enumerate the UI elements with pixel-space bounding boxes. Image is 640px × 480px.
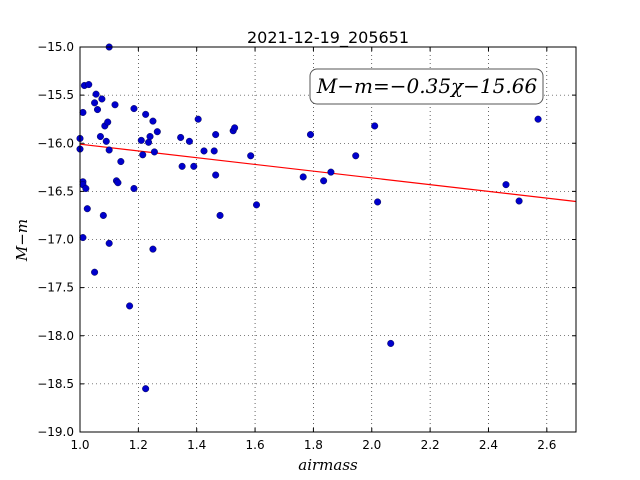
data-point: [102, 137, 110, 145]
y-tick-label: −17.0: [37, 233, 74, 247]
data-point: [126, 302, 134, 310]
data-point: [142, 110, 150, 118]
data-point: [130, 184, 138, 192]
x-tick-label: 1.0: [70, 438, 89, 452]
data-point: [153, 128, 161, 136]
data-point: [96, 133, 104, 141]
data-point: [85, 81, 93, 89]
y-axis-label: M−m: [13, 219, 31, 262]
data-point: [212, 171, 220, 179]
x-tick-label: 2.0: [362, 438, 381, 452]
x-tick-label: 2.6: [537, 438, 556, 452]
data-point: [145, 138, 153, 146]
data-point: [515, 197, 523, 205]
data-point: [92, 90, 100, 98]
y-tick-label: −15.5: [37, 88, 74, 102]
data-point: [111, 101, 119, 109]
data-point: [210, 147, 218, 155]
data-point: [306, 131, 314, 139]
data-point: [149, 245, 157, 253]
data-point: [299, 173, 307, 181]
data-point: [83, 205, 91, 213]
data-point: [105, 146, 113, 154]
x-axis-label: airmass: [298, 456, 358, 474]
x-tick-label: 1.6: [246, 438, 265, 452]
equation-box: M−m=−0.35χ−15.66: [309, 68, 544, 105]
data-point: [79, 108, 87, 116]
data-point: [105, 239, 113, 247]
data-point: [178, 162, 186, 170]
data-point: [253, 201, 261, 209]
data-point: [146, 133, 154, 141]
data-point: [534, 115, 542, 123]
y-tick-label: −17.5: [37, 281, 74, 295]
data-point: [247, 152, 255, 160]
data-point: [82, 184, 90, 192]
data-point: [194, 115, 202, 123]
x-tick-label: 1.2: [129, 438, 148, 452]
x-tick-label: 2.2: [421, 438, 440, 452]
y-tick-label: −19.0: [37, 425, 74, 439]
plot-frame: [79, 46, 577, 433]
data-point: [231, 124, 239, 132]
data-point: [185, 137, 193, 145]
data-point: [387, 339, 395, 347]
x-tick-label: 1.4: [187, 438, 206, 452]
data-point: [117, 158, 125, 166]
data-point: [139, 151, 147, 159]
y-tick-label: −18.0: [37, 329, 74, 343]
y-tick-label: −15.0: [37, 40, 74, 54]
data-point: [177, 133, 185, 141]
data-point: [130, 105, 138, 113]
data-point: [502, 181, 510, 189]
y-tick-label: −16.0: [37, 136, 74, 150]
x-tick-label: 1.8: [304, 438, 323, 452]
data-point: [104, 118, 112, 126]
data-point: [79, 234, 87, 242]
data-point: [98, 95, 106, 103]
equation-text: M−m=−0.35χ−15.66: [316, 74, 538, 98]
data-point: [374, 198, 382, 206]
data-point: [149, 117, 157, 125]
data-point: [114, 179, 122, 187]
y-tick-label: −16.5: [37, 184, 74, 198]
data-point: [91, 268, 99, 276]
data-point: [137, 136, 145, 144]
chart-title: 2021-12-19_205651: [247, 28, 409, 48]
ticks: 1.0 1.2 1.4 1.6 1.8 2.0 2.2 2.4 2.6 −15.0 −15.5 −16…: [37, 40, 576, 452]
data-point: [327, 168, 335, 176]
x-tick-label: 2.4: [479, 438, 498, 452]
data-points: [76, 43, 542, 393]
data-point: [150, 148, 158, 156]
data-point: [190, 162, 198, 170]
data-point: [212, 131, 220, 139]
y-tick-label: −18.5: [37, 377, 74, 391]
data-point: [99, 211, 107, 219]
data-point: [200, 147, 208, 155]
data-point: [216, 211, 224, 219]
data-point: [94, 106, 102, 114]
data-point: [320, 177, 328, 185]
data-point: [91, 99, 99, 107]
data-point: [352, 152, 360, 160]
data-point: [142, 385, 150, 393]
data-point: [371, 122, 379, 130]
